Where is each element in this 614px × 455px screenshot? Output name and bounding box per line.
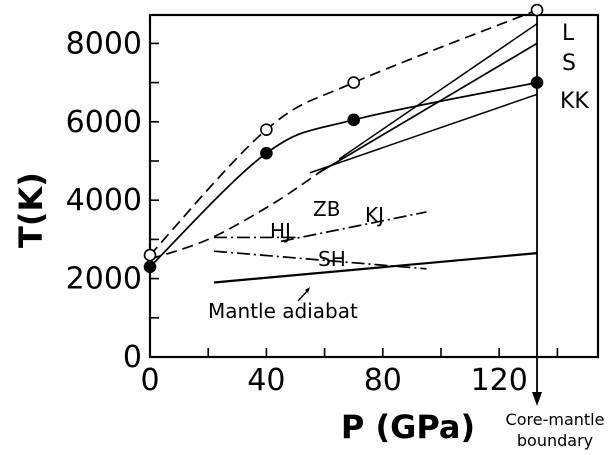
series-label-kj: KJ xyxy=(365,203,384,227)
series-line-mantle-adiabat xyxy=(213,252,538,284)
core-mantle-arrowhead xyxy=(532,392,543,406)
series-label-sh: SH xyxy=(318,247,346,271)
core-mantle-label-line1: Core-mantle xyxy=(506,410,605,429)
series-labels: LS KK ZB HJ KJ SH Mantle adiabat xyxy=(208,21,589,323)
data-point-l xyxy=(530,3,544,17)
y-axis-title: T(K) xyxy=(12,172,50,248)
data-point-kk xyxy=(143,260,157,274)
series-label-l: L xyxy=(562,21,575,46)
data-point-kk xyxy=(260,146,273,160)
x-axis-title: P (GPa) xyxy=(341,408,475,446)
data-point-kk xyxy=(530,76,544,89)
core-mantle-label-line2: boundary xyxy=(517,431,593,450)
series-line-kk xyxy=(149,81,538,268)
y-tick-label: 8000 xyxy=(66,26,142,61)
y-tick-label: 4000 xyxy=(66,183,142,218)
data-point-l xyxy=(347,76,361,89)
mantle-adiabat-pointer-head xyxy=(305,287,310,293)
plot-frame xyxy=(148,13,600,359)
series-label-s: S xyxy=(562,51,576,76)
x-tick-label: 80 xyxy=(364,363,402,398)
series-label-hj: HJ xyxy=(270,219,291,243)
y-tick-label: 0 xyxy=(123,340,142,375)
extra-line xyxy=(309,93,538,174)
y-tick-label: 2000 xyxy=(66,262,142,297)
series-label-mantle-adiabat: Mantle adiabat xyxy=(208,299,358,323)
data-point-l xyxy=(143,248,157,262)
extra-line xyxy=(338,23,538,160)
x-tick-label: 0 xyxy=(140,363,159,398)
data-point-l xyxy=(260,123,273,136)
series-line-sh xyxy=(213,250,427,270)
series-line-zb xyxy=(149,168,326,260)
series-markers xyxy=(143,3,544,274)
series-line-l xyxy=(149,9,538,256)
data-point-kk xyxy=(347,113,361,127)
x-tick-label: 120 xyxy=(471,363,528,398)
series-line-s xyxy=(318,42,538,174)
series-line-kj xyxy=(280,211,427,243)
y-tick-label: 6000 xyxy=(66,105,142,140)
series-label-kk: KK xyxy=(560,89,589,114)
series-label-zb: ZB xyxy=(313,197,340,221)
axes: 0 40 80 120 0 2000 4000 6000 8000 xyxy=(66,10,600,406)
x-tick-label: 40 xyxy=(247,363,285,398)
series-lines xyxy=(149,9,538,284)
